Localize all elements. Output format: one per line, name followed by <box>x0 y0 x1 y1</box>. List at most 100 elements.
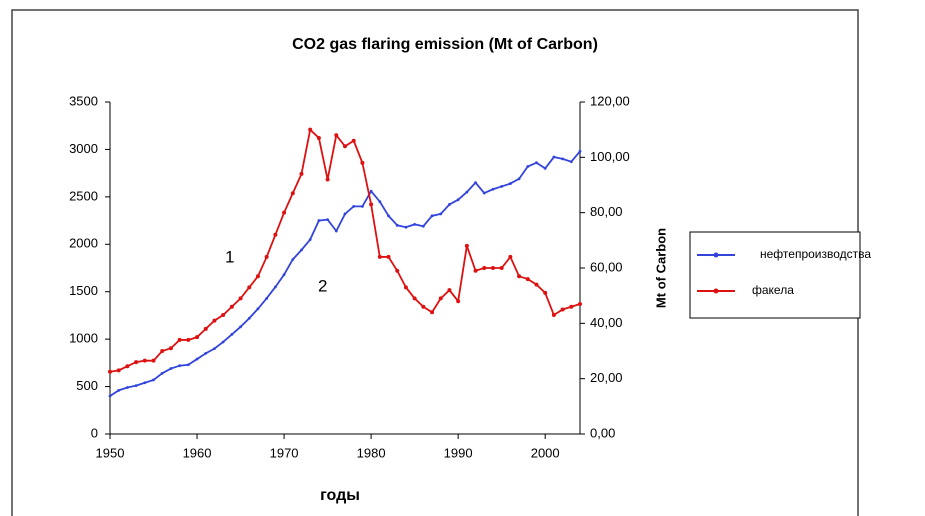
point <box>291 258 295 261</box>
point <box>143 381 147 385</box>
point <box>551 313 556 318</box>
point <box>438 296 443 301</box>
point <box>561 157 564 161</box>
point <box>125 364 130 369</box>
annotation: 1 <box>225 247 234 266</box>
y2-axis-label: Mt of Carbon <box>653 228 668 308</box>
y2-tick-label: 120,00 <box>590 93 630 108</box>
point <box>247 316 251 320</box>
point <box>213 347 216 351</box>
point <box>473 268 478 273</box>
point <box>142 358 147 363</box>
point <box>160 371 164 375</box>
point <box>560 307 565 312</box>
point <box>229 304 234 309</box>
point <box>221 313 226 318</box>
point <box>499 266 504 270</box>
x-tick-label: 1950 <box>96 445 125 460</box>
y2-tick-label: 100,00 <box>590 149 630 164</box>
point <box>351 138 356 143</box>
point <box>239 325 242 329</box>
legend-label: нефтепроизводства <box>760 247 871 261</box>
point <box>168 346 173 351</box>
point <box>386 254 391 259</box>
point <box>177 337 182 342</box>
point <box>186 363 190 367</box>
point <box>578 301 582 306</box>
point <box>334 133 339 138</box>
point <box>447 288 452 293</box>
point <box>395 268 400 273</box>
point <box>152 378 155 382</box>
point <box>186 337 191 342</box>
chart-title: CO2 gas flaring emission (Mt of Carbon) <box>292 36 598 53</box>
point <box>517 274 522 279</box>
point <box>361 204 364 208</box>
point <box>290 191 295 196</box>
point <box>299 171 304 176</box>
point <box>221 340 225 344</box>
point <box>203 326 208 331</box>
point <box>526 165 530 168</box>
y-tick-label: 0 <box>91 425 98 440</box>
legend-marker <box>713 252 719 258</box>
point <box>360 160 365 165</box>
point <box>378 200 382 204</box>
point <box>465 190 469 194</box>
point <box>282 273 286 277</box>
point <box>273 232 278 237</box>
point <box>352 204 356 208</box>
point <box>578 149 582 153</box>
point <box>543 290 548 295</box>
point <box>134 360 139 365</box>
point <box>412 296 417 301</box>
point <box>265 296 269 300</box>
y-tick-label: 3000 <box>69 141 98 156</box>
point <box>343 144 347 149</box>
point <box>508 254 513 259</box>
point <box>491 187 495 191</box>
y2-tick-label: 80,00 <box>590 204 623 219</box>
point <box>343 212 347 216</box>
point <box>212 318 217 323</box>
y2-tick-label: 40,00 <box>590 315 623 330</box>
x-tick-label: 1990 <box>444 445 473 460</box>
point <box>282 210 287 215</box>
point <box>108 394 112 398</box>
point <box>387 214 390 218</box>
point <box>300 248 303 252</box>
point <box>500 185 504 188</box>
point <box>535 161 538 165</box>
point <box>448 203 451 206</box>
point <box>508 182 512 185</box>
point <box>255 274 260 279</box>
point <box>238 296 243 301</box>
point <box>204 351 208 355</box>
point <box>482 266 487 270</box>
point <box>413 222 417 226</box>
point <box>116 368 121 373</box>
annotation: 2 <box>318 276 327 295</box>
y-tick-label: 2500 <box>69 188 98 203</box>
point <box>316 135 321 140</box>
x-tick-label: 1970 <box>270 445 299 460</box>
point <box>430 214 434 218</box>
point <box>151 358 156 363</box>
point <box>308 238 312 241</box>
point <box>169 367 173 370</box>
point <box>543 167 547 170</box>
point <box>421 224 425 228</box>
point <box>490 266 495 270</box>
point <box>195 335 200 340</box>
y2-tick-label: 20,00 <box>590 370 623 385</box>
point <box>369 202 374 207</box>
point <box>404 225 408 229</box>
point <box>178 364 182 368</box>
point <box>474 181 477 185</box>
point <box>377 254 382 259</box>
point <box>264 254 269 259</box>
x-tick-label: 2000 <box>531 445 560 460</box>
legend-box <box>689 231 861 319</box>
point <box>134 384 138 388</box>
point <box>569 160 573 164</box>
